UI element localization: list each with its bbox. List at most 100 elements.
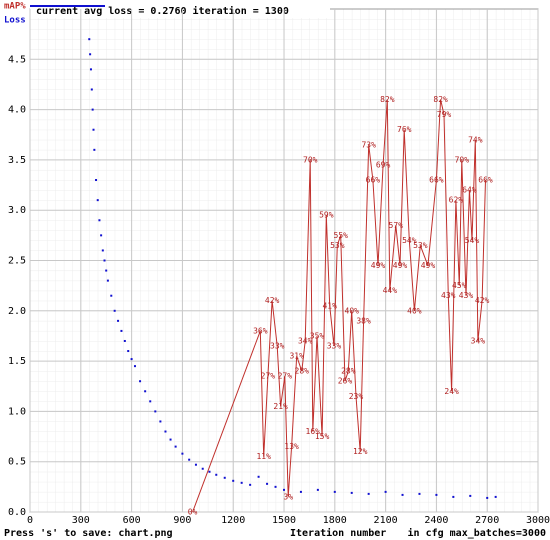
data-label: 26% [338,377,353,386]
y-tick-label: 2.0 [8,306,26,317]
loss-point [486,496,489,499]
data-label: 42% [265,296,280,305]
data-label: 76% [397,125,412,134]
data-label: 70% [303,155,318,164]
loss-point [266,482,269,485]
loss-point [101,249,104,252]
loss-point [194,463,197,466]
loss-point [133,365,136,368]
data-label: 55% [334,231,349,240]
y-tick-label: 4.5 [8,54,26,65]
data-label: 23% [349,392,364,401]
data-label: 27% [278,372,293,381]
data-label: 49% [371,261,386,270]
data-label: 0% [188,508,198,517]
data-label: 33% [270,342,285,351]
x-tick-label: 3000 [526,515,550,526]
data-label: 82% [433,95,448,104]
y-tick-label: 2.5 [8,256,26,267]
data-label: 64% [462,186,477,195]
data-label: 73% [361,140,376,149]
data-label: 45% [452,281,467,290]
data-label: 79% [437,110,452,119]
data-label: 44% [383,286,398,295]
loss-point [181,452,184,455]
data-label: 70% [455,155,470,164]
map-line [192,99,486,513]
data-label: 66% [366,176,381,185]
loss-point [139,380,142,383]
data-label: 21% [273,402,288,411]
loss-point [384,490,387,493]
data-label: 43% [459,291,474,300]
data-label: 69% [376,160,391,169]
loss-point [494,495,497,498]
x-tick-label: 1800 [323,515,347,526]
data-label: 41% [322,301,337,310]
loss-point [223,476,226,479]
data-label: 3% [283,492,293,501]
loss-point [299,490,302,493]
loss-point [418,492,421,495]
data-label: 66% [478,176,493,185]
data-label: 42% [475,296,490,305]
x-tick-label: 900 [173,515,191,526]
loss-point [283,488,285,491]
data-label: 38% [356,316,371,325]
data-label: 59% [319,211,334,220]
loss-point [110,294,113,297]
data-label: 15% [315,432,330,441]
loss-point [159,420,162,423]
loss-point [149,400,152,403]
legend-label: Loss [4,16,26,26]
loss-point [127,350,130,353]
x-tick-label: 600 [123,515,141,526]
data-label: 57% [389,221,404,230]
data-label: 54% [465,236,480,245]
loss-point [208,470,211,473]
data-label: 31% [289,352,304,361]
loss-point [435,493,438,496]
footer-right: in cfg max_batches=3000 [408,527,546,539]
x-tick-label: 2400 [424,515,448,526]
data-label: 49% [393,261,408,270]
data-label: 11% [256,452,271,461]
x-tick-label: 0 [27,515,33,526]
data-label: 13% [284,442,299,451]
data-label: 40% [407,306,422,315]
data-label: 27% [261,372,276,381]
loss-point [92,128,95,131]
loss-point [164,430,167,433]
data-label: 24% [444,387,459,396]
x-tick-label: 1200 [221,515,245,526]
data-label: 43% [441,291,456,300]
loss-point [274,485,277,488]
footer-left: Press 's' to save: chart.png [4,528,173,539]
data-label: 74% [468,135,483,144]
data-label: 12% [353,447,368,456]
x-tick-label: 2100 [374,515,398,526]
y-tick-label: 0.0 [8,507,26,518]
loss-point [89,68,92,71]
data-label: 53% [413,241,428,250]
loss-point [350,491,353,494]
loss-point [201,467,204,470]
loss-point [367,492,370,495]
loss-point [98,219,101,222]
data-label: 36% [253,326,268,335]
loss-point [130,358,133,361]
loss-point [232,479,235,482]
y-tick-label: 1.5 [8,356,26,367]
y-tick-label: 3.0 [8,205,26,216]
loss-point [240,481,243,484]
loss-point [88,38,91,41]
loss-point [215,473,218,476]
loss-point [249,483,252,486]
loss-point [123,339,126,342]
data-label: 33% [327,342,342,351]
loss-point [452,495,455,498]
data-label: 28% [341,367,356,376]
data-label: 82% [380,95,395,104]
loss-point [169,438,172,441]
loss-point [401,493,404,496]
